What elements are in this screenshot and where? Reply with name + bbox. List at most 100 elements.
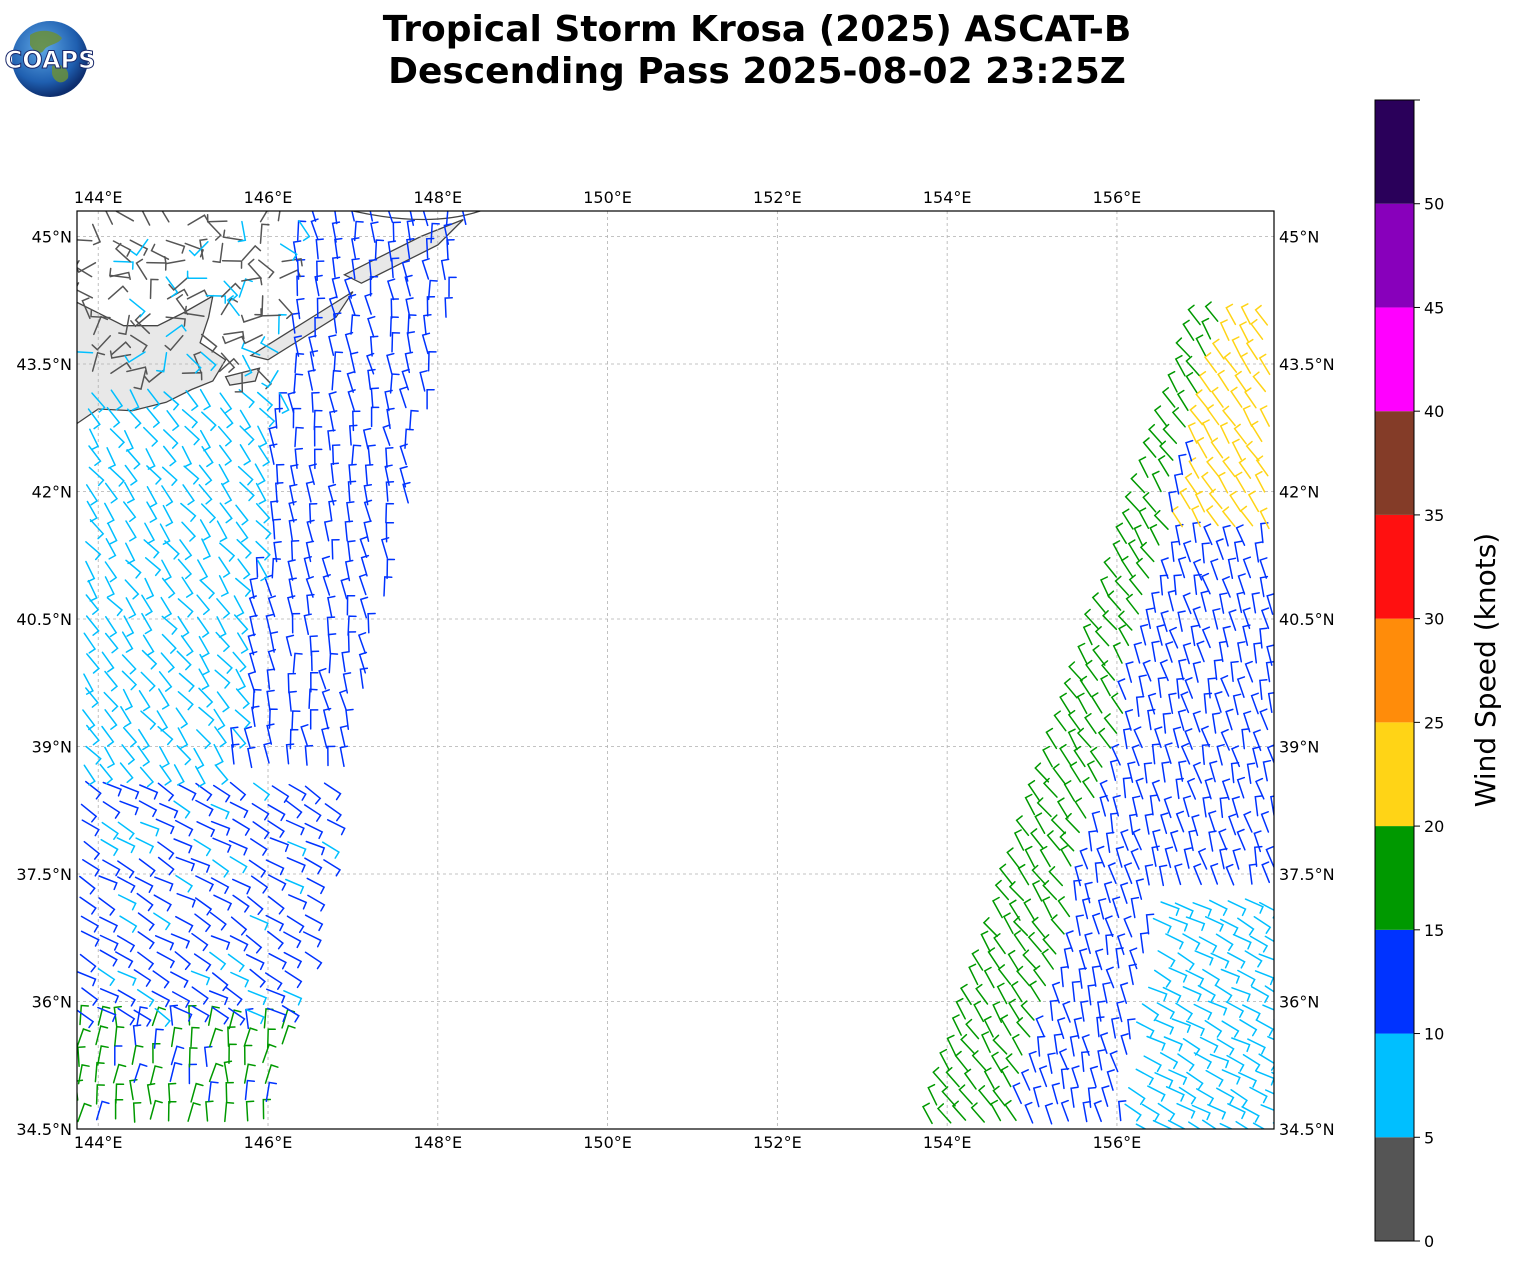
wind-barb <box>136 1006 148 1027</box>
lat-tick-label-left: 39°N <box>32 738 72 757</box>
wind-barb <box>229 856 248 874</box>
wind-barb <box>132 1024 142 1046</box>
wind-barb <box>1182 986 1202 1002</box>
wind-barb <box>1143 762 1153 784</box>
wind-barb <box>344 277 353 299</box>
title-line-1: Tropical Storm Krosa (2025) ASCAT-B <box>383 9 1132 50</box>
wind-barb <box>144 522 156 545</box>
wind-barb <box>124 430 134 452</box>
wind-barb <box>443 223 453 245</box>
wind-barb <box>1255 777 1265 800</box>
wind-barb <box>1189 404 1204 426</box>
lat-tick-label-left: 34.5°N <box>16 1120 72 1139</box>
wind-barb <box>79 896 97 915</box>
wind-barb <box>214 764 229 785</box>
wind-barb <box>1105 933 1114 956</box>
wind-barb <box>1058 1048 1069 1071</box>
wind-barb <box>250 838 268 856</box>
wind-barb <box>102 801 121 819</box>
wind-barb <box>1201 572 1211 595</box>
wind-barb <box>277 211 281 222</box>
wind-barb <box>167 1100 177 1122</box>
wind-barb <box>159 764 173 786</box>
wind-barb <box>146 465 162 485</box>
wind-barb <box>1065 930 1074 953</box>
wind-barb <box>1099 779 1110 802</box>
wind-barb <box>212 859 230 878</box>
wind-barb <box>1118 624 1130 646</box>
wind-barb <box>205 1100 214 1122</box>
wind-barb <box>83 764 96 786</box>
wind-barb <box>316 297 326 319</box>
wind-barb <box>87 579 98 602</box>
wind-barb <box>271 785 290 803</box>
wind-barb <box>150 243 170 260</box>
wind-barb <box>288 894 308 910</box>
wind-barb <box>121 670 138 691</box>
wind-barb <box>1097 1000 1106 1022</box>
wind-barb <box>109 467 125 487</box>
wind-barb <box>115 951 134 969</box>
lon-tick-label-bottom: 152°E <box>753 1133 802 1152</box>
wind-barb <box>1220 968 1241 984</box>
wind-barb <box>422 211 429 227</box>
wind-barb <box>198 635 210 658</box>
wind-barb <box>142 634 155 656</box>
wind-barb <box>941 1086 956 1107</box>
wind-barbs <box>77 211 1274 1129</box>
wind-barb <box>1013 829 1025 851</box>
wind-barb <box>333 351 344 372</box>
wind-barb <box>1242 405 1253 427</box>
wind-barb <box>946 1034 957 1057</box>
wind-barb <box>1220 675 1230 697</box>
wind-barb <box>144 557 162 577</box>
wind-barb <box>1049 999 1059 1021</box>
wind-barb <box>219 542 236 562</box>
wind-barb <box>992 1034 1008 1055</box>
wind-barb <box>1109 1050 1119 1073</box>
wind-barb <box>1154 1019 1175 1035</box>
wind-barb <box>1041 948 1054 970</box>
wind-barb <box>363 499 373 522</box>
wind-barb <box>266 723 275 745</box>
wind-barb <box>141 612 153 635</box>
wind-barb <box>1059 831 1075 852</box>
wind-barb <box>1201 743 1211 766</box>
wind-barb <box>1217 369 1230 392</box>
wind-barb <box>177 615 190 638</box>
wind-barb <box>187 214 209 226</box>
wind-barb <box>1124 1103 1142 1122</box>
wind-barb <box>348 463 357 485</box>
wind-barb <box>1192 902 1212 917</box>
wind-barb <box>157 782 175 802</box>
wind-barb <box>1135 1021 1155 1038</box>
wind-barb <box>1157 1102 1176 1121</box>
wind-barb <box>951 1100 967 1121</box>
wind-barb <box>124 579 140 600</box>
wind-barb <box>987 947 1000 969</box>
wind-barb <box>77 1028 91 1048</box>
wind-barb <box>1091 912 1101 935</box>
wind-barb <box>1177 952 1195 971</box>
wind-barb <box>127 408 142 429</box>
wind-barb <box>1175 810 1185 833</box>
wind-barb <box>1266 644 1274 666</box>
wind-barb <box>369 335 379 357</box>
wind-barb <box>1159 659 1169 682</box>
wind-barb <box>170 933 191 949</box>
wind-barb <box>168 276 189 291</box>
wind-barb <box>1234 471 1247 494</box>
wind-barb <box>1159 574 1169 596</box>
wind-barb <box>191 986 209 1005</box>
wind-barb <box>181 409 199 429</box>
wind-barb <box>225 1081 234 1103</box>
wind-barb <box>1193 1003 1213 1020</box>
wind-barb <box>151 990 171 1008</box>
wind-barb <box>404 351 414 374</box>
wind-barb <box>193 838 212 857</box>
wind-barb <box>386 278 396 301</box>
wind-barb <box>281 257 303 267</box>
wind-barb <box>156 710 169 732</box>
wind-barb <box>165 276 179 298</box>
wind-barb <box>347 615 357 636</box>
